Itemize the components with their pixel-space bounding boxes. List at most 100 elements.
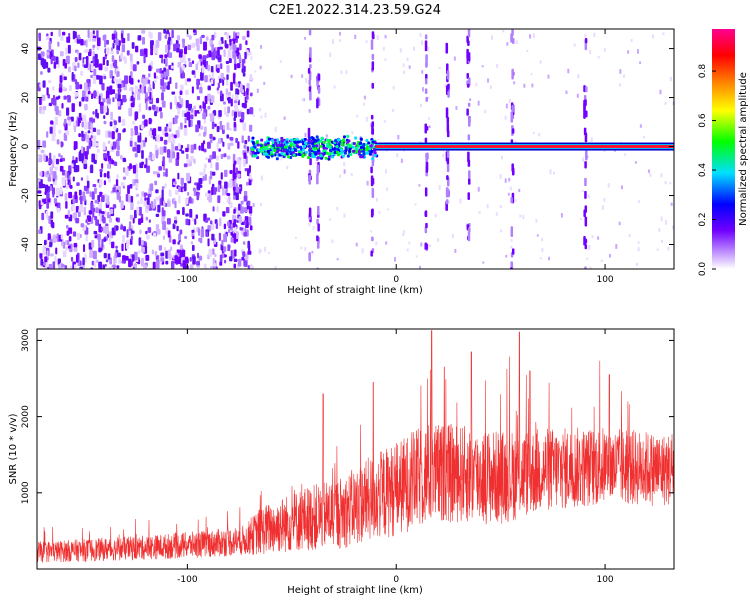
heatmap-noise-cell [84,121,88,130]
heatmap-band-cell [296,138,300,142]
heatmap-noise-cell [109,217,113,223]
heatmap-sparse-cell [414,203,417,206]
heatmap-streak-cell [510,32,513,42]
heatmap-noise-cell [54,116,58,126]
heatmap-noise-cell [103,39,107,48]
heatmap-sparse-cell [515,40,518,44]
heatmap-sparse-cell [413,46,416,51]
heatmap-noise-cell [199,237,203,244]
heatmap-noise-cell [224,169,228,177]
heatmap-noise-cell [39,253,43,259]
heatmap-noise-cell [193,158,196,164]
heatmap-noise-cell [94,235,98,239]
heatmap-streak-cell [317,73,321,81]
heatmap-noise-cell [53,198,58,204]
heatmap-noise-cell [145,230,148,235]
heatmap-noise-cell [145,157,148,166]
heatmap-noise-cell [225,60,230,65]
heatmap-sparse-cell [300,246,303,250]
heatmap-sparse-cell [499,174,502,179]
heatmap-sparse-cell [382,46,385,51]
heatmap-noise-cell [160,86,163,90]
heatmap-noise-cell [157,32,162,41]
heatmap-noise-cell [132,266,135,269]
heatmap-noise-cell [55,106,59,115]
heatmap-noise-cell [178,95,181,100]
heatmap-noise-cell [165,250,169,259]
heatmap-band-cell [320,156,324,160]
heatmap-sparse-cell [392,86,395,90]
heatmap-streak-cell [308,252,311,262]
heatmap-noise-cell [166,218,171,225]
heatmap-noise-cell [184,235,188,239]
heatmap-noise-cell [184,117,187,124]
heatmap-noise-cell [92,76,97,85]
heatmap-noise-cell [39,154,43,163]
y-tick-label: 0 [21,143,31,149]
heatmap-sparse-cell [357,147,360,153]
heatmap-noise-cell [63,76,67,81]
heatmap-noise-cell [243,65,246,73]
heatmap-noise-cell [134,127,138,136]
heatmap-streak-cell [370,209,374,218]
heatmap-noise-cell [195,124,199,133]
heatmap-noise-cell [144,164,147,169]
heatmap-noise-cell [242,241,246,245]
heatmap-noise-cell [120,200,124,209]
heatmap-band-cell [276,138,280,142]
heatmap-noise-cell [135,45,139,53]
heatmap-noise-cell [155,255,160,260]
heatmap-noise-cell [196,95,201,101]
heatmap-sparse-cell [634,161,637,164]
heatmap-noise-cell [79,266,83,269]
heatmap-noise-cell [227,49,232,59]
heatmap-noise-cell [43,239,47,246]
heatmap-noise-cell [150,200,154,208]
heatmap-noise-cell [192,29,196,33]
colorbar-tick-label: 0.4 [698,163,708,178]
heatmap-noise-cell [83,206,87,216]
heatmap-noise-cell [92,44,96,49]
heatmap-noise-cell [95,219,100,226]
heatmap-noise-cell [90,135,93,139]
heatmap-noise-cell [43,262,46,266]
heatmap-sparse-cell [338,39,341,42]
heatmap-sparse-cell [643,135,646,139]
heatmap-sparse-cell [532,33,535,38]
heatmap-noise-cell [245,253,249,261]
heatmap-noise-cell [174,220,178,224]
heatmap-noise-cell [104,193,107,197]
heatmap-noise-cell [133,251,138,261]
heatmap-band-cell [282,149,286,153]
heatmap-noise-cell [84,253,87,263]
heatmap-noise-cell [212,137,216,141]
heatmap-band-cell [344,146,348,150]
heatmap-noise-cell [72,231,77,237]
heatmap-noise-cell [103,115,106,119]
heatmap-noise-cell [184,113,188,118]
heatmap-sparse-cell [260,115,263,119]
heatmap-noise-cell [132,120,135,125]
heatmap-sparse-cell [565,90,568,95]
heatmap-noise-cell [219,217,222,227]
heatmap-streak-cell [308,79,311,86]
heatmap-noise-cell [67,44,71,54]
heatmap-noise-cell [60,141,63,148]
heatmap-noise-cell [128,221,132,229]
heatmap-noise-cell [74,56,78,63]
heatmap-sparse-cell [408,241,411,245]
heatmap-band-cell [308,147,312,151]
heatmap-noise-cell [66,172,69,179]
heatmap-noise-cell [140,124,144,130]
heatmap-sparse-cell [579,217,582,221]
heatmap-noise-cell [141,29,146,34]
heatmap-noise-cell [105,259,109,263]
heatmap-noise-cell [140,258,145,267]
heatmap-streak-cell [446,162,450,173]
heatmap-sparse-cell [538,132,541,137]
heatmap-noise-cell [227,142,231,150]
heatmap-sparse-cell [311,250,314,254]
heatmap-noise-cell [80,223,85,228]
heatmap-noise-cell [106,197,110,205]
heatmap-noise-cell [103,75,107,80]
